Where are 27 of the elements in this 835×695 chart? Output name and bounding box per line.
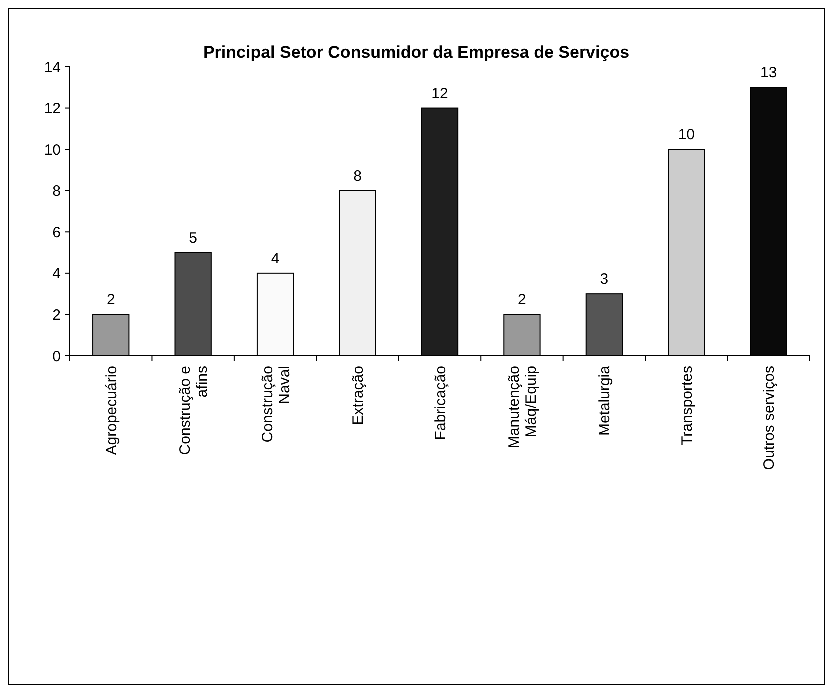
x-tick-label: Agropecuário — [103, 366, 120, 456]
data-label: 2 — [106, 292, 116, 309]
data-label: 2 — [518, 292, 526, 309]
x-tick-label: Transportes — [678, 366, 696, 446]
x-tick-label: Construção e afins — [177, 366, 212, 456]
y-tick-label: 10 — [44, 142, 61, 159]
x-tick-label: Extração — [350, 366, 368, 426]
y-tick-label: 4 — [52, 266, 61, 283]
x-tick-label: Manutenção Máq/Equip — [506, 366, 540, 449]
y-tick-label: 14 — [44, 59, 61, 76]
data-label: 10 — [678, 126, 696, 144]
data-label: 3 — [600, 271, 609, 288]
data-label: 12 — [432, 85, 448, 102]
data-label: 13 — [760, 64, 778, 82]
x-tick-label: Fabricação — [432, 366, 450, 440]
data-label: 5 — [189, 230, 198, 247]
x-tick-label: Construção Naval — [259, 366, 294, 443]
x-tick-label: Metalurgia — [596, 365, 614, 436]
data-label: 4 — [271, 250, 280, 268]
y-tick-label: 8 — [52, 183, 61, 200]
y-tick-label: 6 — [52, 224, 61, 242]
y-tick-label: 0 — [52, 348, 61, 366]
x-tick-label: Outros serviços — [761, 366, 778, 470]
data-label: 8 — [354, 168, 362, 185]
chart-title: Principal Setor Consumidor da Empresa de Serviços — [203, 43, 630, 62]
y-tick-label: 2 — [52, 306, 61, 324]
y-tick-label: 12 — [44, 100, 61, 118]
